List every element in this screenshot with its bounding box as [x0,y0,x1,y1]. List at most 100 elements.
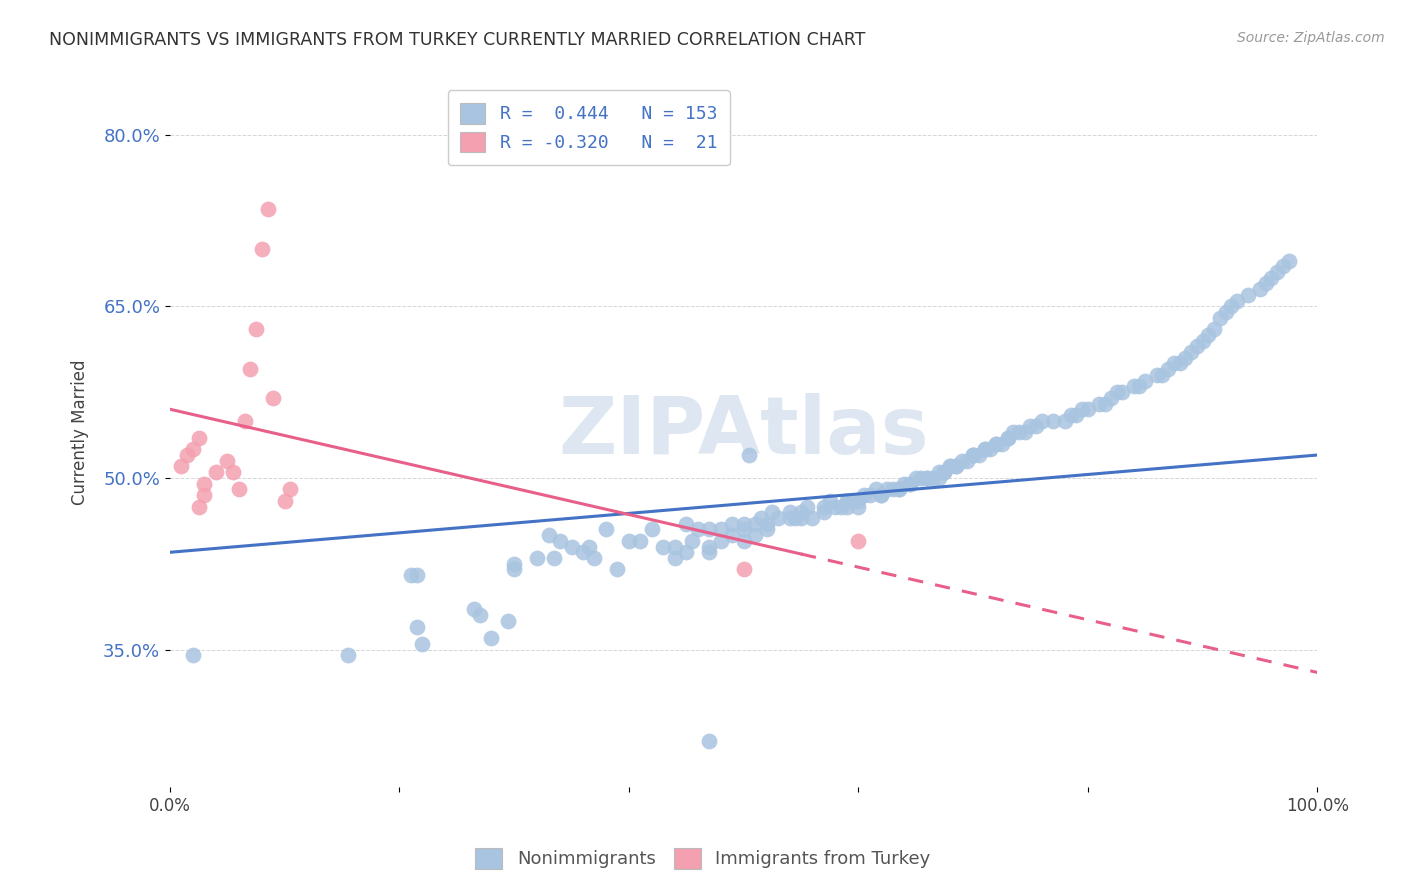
Point [744,528,766,542]
Point [498,614,520,628]
Point [870,488,893,502]
Point [733,522,755,536]
Point [801,511,824,525]
Point [664,540,686,554]
Point [1260,270,1282,285]
Point [187,431,209,445]
Point [399,568,422,582]
Point [187,500,209,514]
Point [876,483,898,497]
Point [1025,419,1047,434]
Point [686,522,709,536]
Point [904,471,927,485]
Point [463,602,485,616]
Point [1202,322,1225,336]
Point [561,540,583,554]
Point [1053,414,1076,428]
Point [962,448,984,462]
Y-axis label: Currently Married: Currently Married [72,359,89,505]
Point [1088,396,1111,410]
Point [1059,408,1081,422]
Text: NONIMMIGRANTS VS IMMIGRANTS FROM TURKEY CURRENTLY MARRIED CORRELATION CHART: NONIMMIGRANTS VS IMMIGRANTS FROM TURKEY … [49,31,866,49]
Point [934,465,956,479]
Point [755,516,778,531]
Text: ZIPAtlas: ZIPAtlas [558,393,929,471]
Point [779,505,801,519]
Point [1209,310,1232,325]
Point [1174,351,1197,365]
Point [887,483,910,497]
Point [738,448,761,462]
Point [526,551,548,566]
Point [859,488,882,502]
Point [405,568,427,582]
Point [405,620,427,634]
Point [928,471,950,485]
Point [973,442,995,457]
Point [790,511,813,525]
Point [882,483,904,497]
Point [1146,368,1168,382]
Point [1278,253,1301,268]
Point [1002,425,1025,439]
Point [239,362,262,376]
Point [1105,385,1128,400]
Point [790,505,813,519]
Point [710,522,733,536]
Point [870,488,893,502]
Point [997,431,1019,445]
Point [824,500,846,514]
Point [1014,425,1036,439]
Point [1152,368,1174,382]
Point [1071,402,1094,417]
Point [411,637,433,651]
Point [967,448,990,462]
Point [779,511,801,525]
Point [193,476,215,491]
Point [848,533,870,548]
Text: Source: ZipAtlas.com: Source: ZipAtlas.com [1237,31,1385,45]
Point [848,493,870,508]
Point [1215,305,1237,319]
Point [170,459,193,474]
Point [755,522,778,536]
Point [537,528,560,542]
Point [893,476,915,491]
Point [675,516,697,531]
Point [997,431,1019,445]
Point [945,459,967,474]
Point [1019,419,1042,434]
Point [228,483,250,497]
Point [245,322,267,336]
Point [785,511,807,525]
Point [1077,402,1099,417]
Point [1008,425,1031,439]
Point [697,540,720,554]
Point [578,540,600,554]
Point [1094,396,1116,410]
Point [1135,374,1157,388]
Point [664,551,686,566]
Point [652,540,675,554]
Legend: R =  0.444   N = 153, R = -0.320   N =  21: R = 0.444 N = 153, R = -0.320 N = 21 [447,90,730,165]
Point [181,442,204,457]
Point [761,505,783,519]
Point [962,448,984,462]
Point [848,500,870,514]
Point [835,500,858,514]
Point [1249,282,1271,296]
Point [853,488,876,502]
Point [915,471,938,485]
Point [939,459,962,474]
Point [628,533,651,548]
Point [280,483,302,497]
Point [193,488,215,502]
Point [176,448,198,462]
Point [1220,299,1243,313]
Point [503,562,526,576]
Point [205,465,228,479]
Point [733,516,755,531]
Point [181,648,204,663]
Point [1265,265,1288,279]
Point [675,545,697,559]
